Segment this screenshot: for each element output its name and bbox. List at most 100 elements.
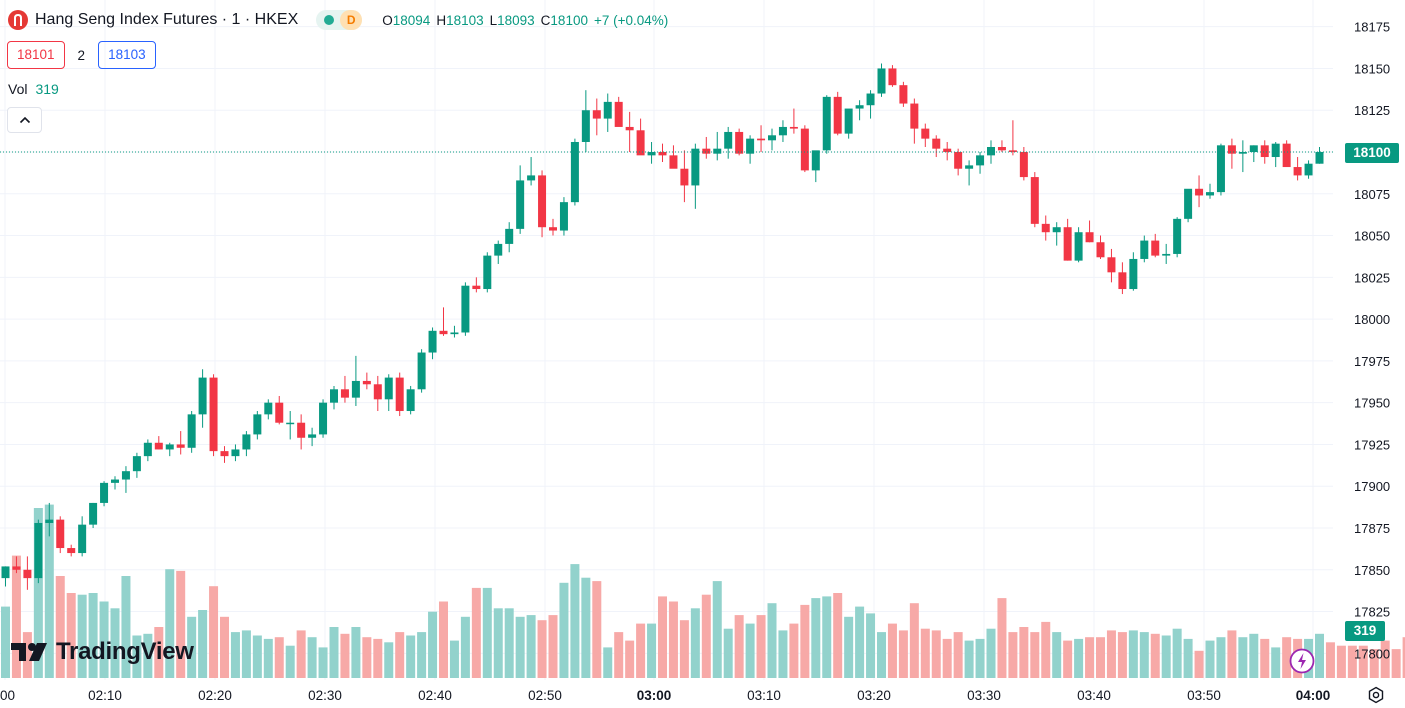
candle-body — [768, 135, 776, 141]
price-axis[interactable]: 1817518150181251810018075180501802518000… — [1354, 20, 1390, 662]
volume-bar — [690, 608, 700, 678]
volume-legend: Vol 319 — [8, 81, 59, 97]
candle-body — [910, 103, 919, 129]
candle-body — [625, 126, 634, 131]
volume-bar — [482, 587, 492, 678]
open-key: O — [382, 12, 393, 28]
volume-bar — [844, 616, 854, 678]
price-tick-label: 17800 — [1354, 646, 1390, 661]
chevron-up-icon — [19, 116, 30, 124]
volume-bar — [877, 632, 886, 678]
candle-body — [603, 101, 612, 119]
volume-bar — [1260, 638, 1270, 678]
time-axis[interactable]: 00 02:10 02:20 02:30 02:40 02:50 03:00 03:10 03:… — [0, 688, 1330, 703]
volume-bar — [1030, 632, 1040, 678]
candle-body — [713, 148, 722, 154]
volume-bar — [1128, 630, 1138, 678]
buy-button[interactable]: 18103 — [98, 41, 156, 69]
candle-body — [23, 569, 32, 579]
volume-bar — [230, 632, 240, 678]
candle-body — [1216, 145, 1225, 193]
volume-bar — [22, 632, 32, 678]
candle-body — [1118, 272, 1127, 290]
volume-bar — [548, 615, 558, 678]
volume-bar — [11, 555, 21, 678]
volume-bar — [1358, 645, 1368, 678]
candle-body — [461, 285, 470, 333]
time-tick-label: 02:50 — [528, 688, 562, 703]
volume-bar — [920, 628, 930, 678]
volume-bar — [931, 630, 941, 678]
candle-body — [932, 138, 941, 149]
volume-bar — [975, 638, 985, 678]
candle-body — [538, 175, 547, 228]
candle-body — [264, 402, 273, 415]
volume-bar — [406, 635, 416, 678]
candle-body — [1173, 218, 1182, 254]
price-tick-label: 18025 — [1354, 270, 1390, 285]
candle-body — [1282, 143, 1291, 168]
collapse-legend-button[interactable] — [7, 107, 42, 133]
candle-body — [121, 471, 130, 480]
volume-bar — [296, 630, 306, 678]
volume-bar — [143, 633, 153, 678]
candle-body — [976, 155, 985, 166]
volume-bar — [395, 632, 405, 678]
candle-body — [450, 332, 459, 335]
volume-bar — [263, 638, 273, 678]
market-status[interactable]: D — [316, 10, 363, 30]
candle-body — [1052, 227, 1061, 233]
candle-body — [614, 101, 623, 127]
volume-bar — [1249, 633, 1259, 678]
tradingview-logo[interactable]: TradingView — [10, 638, 194, 666]
price-tick-label: 18125 — [1354, 103, 1390, 118]
candle-body — [811, 150, 820, 171]
candle-body — [1195, 188, 1204, 196]
volume-bar — [1271, 647, 1281, 678]
volume-bar — [647, 623, 657, 678]
volume-bar — [1336, 645, 1346, 678]
volume-bar — [1052, 632, 1062, 678]
volume-bar — [77, 594, 87, 678]
lightning-icon[interactable] — [1289, 648, 1315, 674]
candle-body — [253, 414, 262, 435]
volume-bar — [581, 577, 591, 678]
volume-bar — [887, 623, 897, 678]
candle-body — [56, 519, 65, 549]
volume-bar — [1019, 627, 1029, 678]
candle-body — [1140, 240, 1149, 259]
candle-body — [417, 352, 426, 390]
volume-bar — [373, 638, 383, 678]
symbol-title[interactable]: Hang Seng Index Futures · 1 · HKEX — [35, 11, 299, 28]
brand-name: TradingView — [56, 638, 194, 665]
volume-bar — [1325, 642, 1335, 678]
volume-bar — [964, 640, 974, 678]
volume-bar — [1194, 650, 1204, 678]
settings-gear-icon[interactable] — [1367, 686, 1385, 704]
volume-bar — [493, 608, 503, 678]
candle-body — [494, 243, 503, 256]
volume-bar — [1150, 633, 1160, 678]
volume-bar — [986, 628, 996, 678]
candle-body — [330, 389, 338, 403]
candle-body — [1206, 192, 1214, 196]
grid-lines — [0, 0, 1333, 680]
volume-bar — [1238, 637, 1248, 678]
volume-bar — [209, 586, 219, 678]
volume-bar — [340, 633, 350, 678]
volume-bar — [898, 630, 908, 678]
market-open-icon — [324, 15, 335, 25]
volume-bar — [1, 606, 10, 678]
price-tick-label: 17875 — [1354, 521, 1390, 536]
time-tick-label: 02:20 — [198, 688, 232, 703]
candle-body — [395, 377, 404, 412]
sell-button[interactable]: 18101 — [7, 41, 65, 69]
candle-body — [899, 85, 908, 104]
candle-body — [351, 380, 360, 398]
change-value: +7 (+0.04%) — [593, 12, 669, 28]
price-tick-label: 17825 — [1354, 605, 1390, 620]
candle-body — [1, 566, 10, 579]
volume-bar — [274, 637, 284, 678]
candle-body — [1129, 258, 1138, 290]
